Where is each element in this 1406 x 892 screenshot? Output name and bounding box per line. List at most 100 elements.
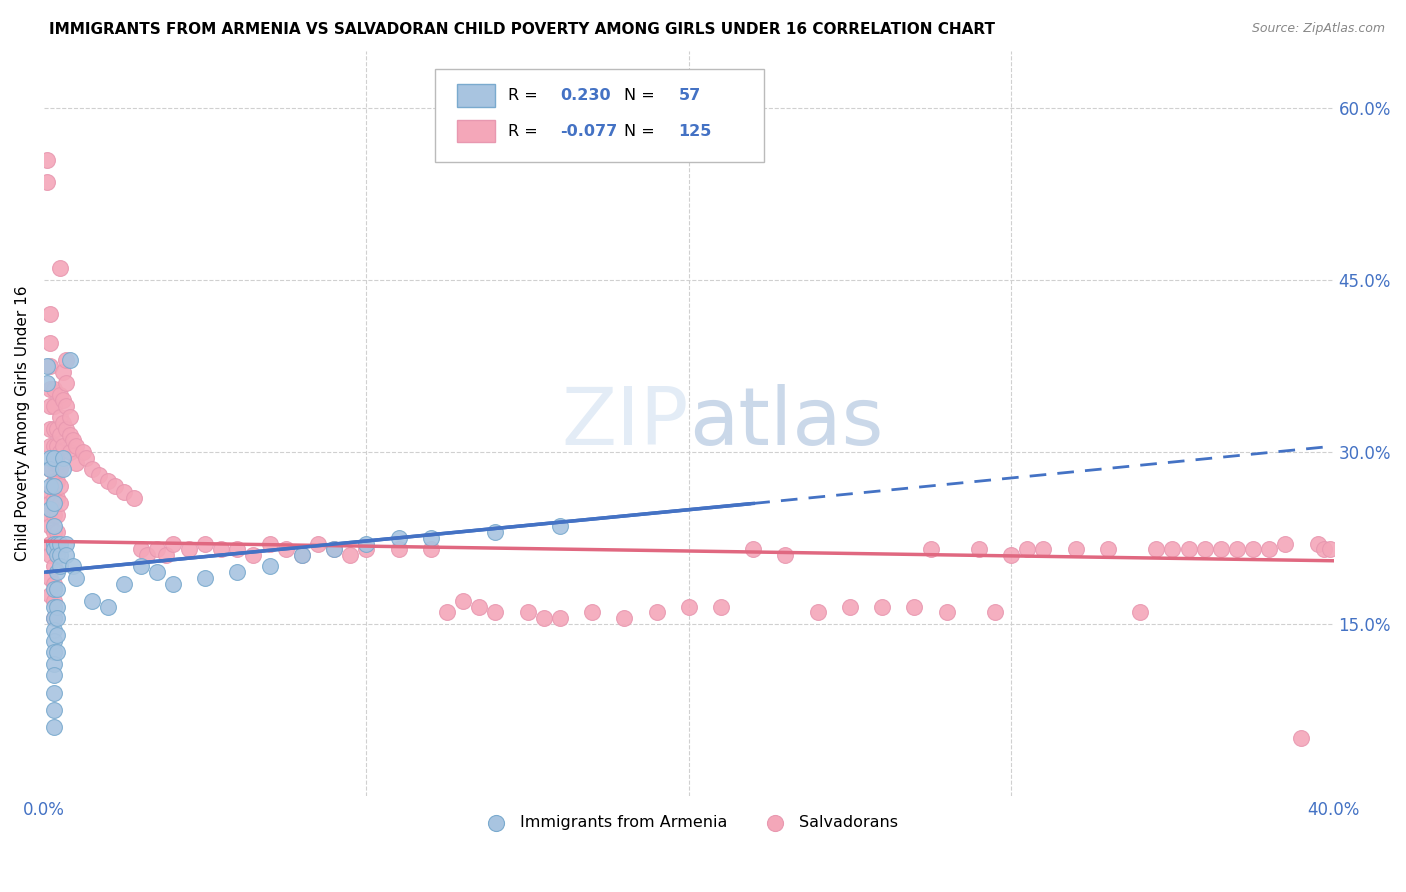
Point bbox=[39, 422, 62, 436]
Point bbox=[935, 605, 957, 619]
Point bbox=[42, 474, 65, 488]
Point bbox=[39, 571, 62, 585]
Point bbox=[484, 605, 506, 619]
Point bbox=[55, 536, 77, 550]
Point bbox=[291, 548, 314, 562]
Point bbox=[52, 462, 75, 476]
Point bbox=[45, 548, 67, 562]
Text: R =: R = bbox=[508, 88, 543, 103]
Point bbox=[97, 474, 120, 488]
Point bbox=[39, 359, 62, 373]
Point bbox=[42, 450, 65, 465]
Point bbox=[42, 611, 65, 625]
Point bbox=[42, 594, 65, 608]
Point bbox=[45, 439, 67, 453]
Point bbox=[55, 548, 77, 562]
Point bbox=[710, 599, 733, 614]
Point bbox=[75, 450, 97, 465]
Point bbox=[42, 525, 65, 540]
Point bbox=[55, 353, 77, 368]
Point bbox=[516, 605, 538, 619]
Point bbox=[39, 588, 62, 602]
Point bbox=[42, 491, 65, 505]
Point bbox=[104, 479, 127, 493]
Point bbox=[42, 657, 65, 671]
Point bbox=[49, 536, 72, 550]
Point bbox=[387, 542, 409, 557]
Point bbox=[42, 645, 65, 659]
Text: 0.230: 0.230 bbox=[560, 88, 610, 103]
Point bbox=[59, 445, 82, 459]
Point bbox=[42, 634, 65, 648]
Point bbox=[39, 399, 62, 413]
Point bbox=[1161, 542, 1184, 557]
Text: R =: R = bbox=[508, 124, 543, 138]
Point bbox=[1274, 536, 1296, 550]
Point bbox=[984, 605, 1007, 619]
Point bbox=[419, 531, 441, 545]
Point bbox=[339, 548, 361, 562]
Point bbox=[55, 399, 77, 413]
Point bbox=[356, 542, 378, 557]
Point bbox=[65, 456, 87, 470]
Point bbox=[52, 365, 75, 379]
Text: IMMIGRANTS FROM ARMENIA VS SALVADORAN CHILD POVERTY AMONG GIRLS UNDER 16 CORRELA: IMMIGRANTS FROM ARMENIA VS SALVADORAN CH… bbox=[49, 22, 995, 37]
Point bbox=[45, 566, 67, 580]
Point bbox=[42, 479, 65, 493]
Point bbox=[59, 427, 82, 442]
Point bbox=[42, 582, 65, 597]
Point bbox=[49, 261, 72, 276]
Point bbox=[45, 599, 67, 614]
Point bbox=[387, 531, 409, 545]
FancyBboxPatch shape bbox=[457, 84, 495, 106]
Point bbox=[45, 542, 67, 557]
Point bbox=[45, 508, 67, 522]
Point bbox=[356, 536, 378, 550]
Y-axis label: Child Poverty Among Girls Under 16: Child Poverty Among Girls Under 16 bbox=[15, 285, 30, 561]
Point bbox=[839, 599, 862, 614]
Point bbox=[291, 548, 314, 562]
Point bbox=[45, 474, 67, 488]
FancyBboxPatch shape bbox=[434, 70, 763, 162]
Point bbox=[65, 439, 87, 453]
Point bbox=[42, 422, 65, 436]
Point bbox=[920, 542, 942, 557]
Point bbox=[45, 536, 67, 550]
Point bbox=[62, 434, 84, 448]
Point bbox=[45, 611, 67, 625]
Point bbox=[419, 542, 441, 557]
Text: atlas: atlas bbox=[689, 384, 883, 462]
Point bbox=[39, 536, 62, 550]
Point bbox=[39, 439, 62, 453]
Point bbox=[39, 382, 62, 396]
Point bbox=[194, 536, 217, 550]
FancyBboxPatch shape bbox=[457, 120, 495, 143]
Point bbox=[42, 599, 65, 614]
Point bbox=[162, 536, 184, 550]
Point bbox=[72, 445, 94, 459]
Text: Source: ZipAtlas.com: Source: ZipAtlas.com bbox=[1251, 22, 1385, 36]
Point bbox=[82, 462, 104, 476]
Point bbox=[1017, 542, 1039, 557]
Point bbox=[42, 542, 65, 557]
Point bbox=[1064, 542, 1087, 557]
Point bbox=[678, 599, 700, 614]
Point bbox=[162, 576, 184, 591]
Text: 57: 57 bbox=[679, 88, 700, 103]
Point bbox=[45, 582, 67, 597]
Point bbox=[209, 542, 232, 557]
Point bbox=[37, 153, 59, 167]
Point bbox=[468, 599, 491, 614]
Point bbox=[55, 422, 77, 436]
Point bbox=[42, 685, 65, 699]
Point bbox=[870, 599, 893, 614]
Point bbox=[39, 462, 62, 476]
Point bbox=[136, 548, 159, 562]
Point bbox=[42, 576, 65, 591]
Point bbox=[548, 611, 571, 625]
Point bbox=[1313, 542, 1336, 557]
Point bbox=[581, 605, 603, 619]
Point bbox=[55, 376, 77, 390]
Point bbox=[177, 542, 200, 557]
Point bbox=[436, 605, 458, 619]
